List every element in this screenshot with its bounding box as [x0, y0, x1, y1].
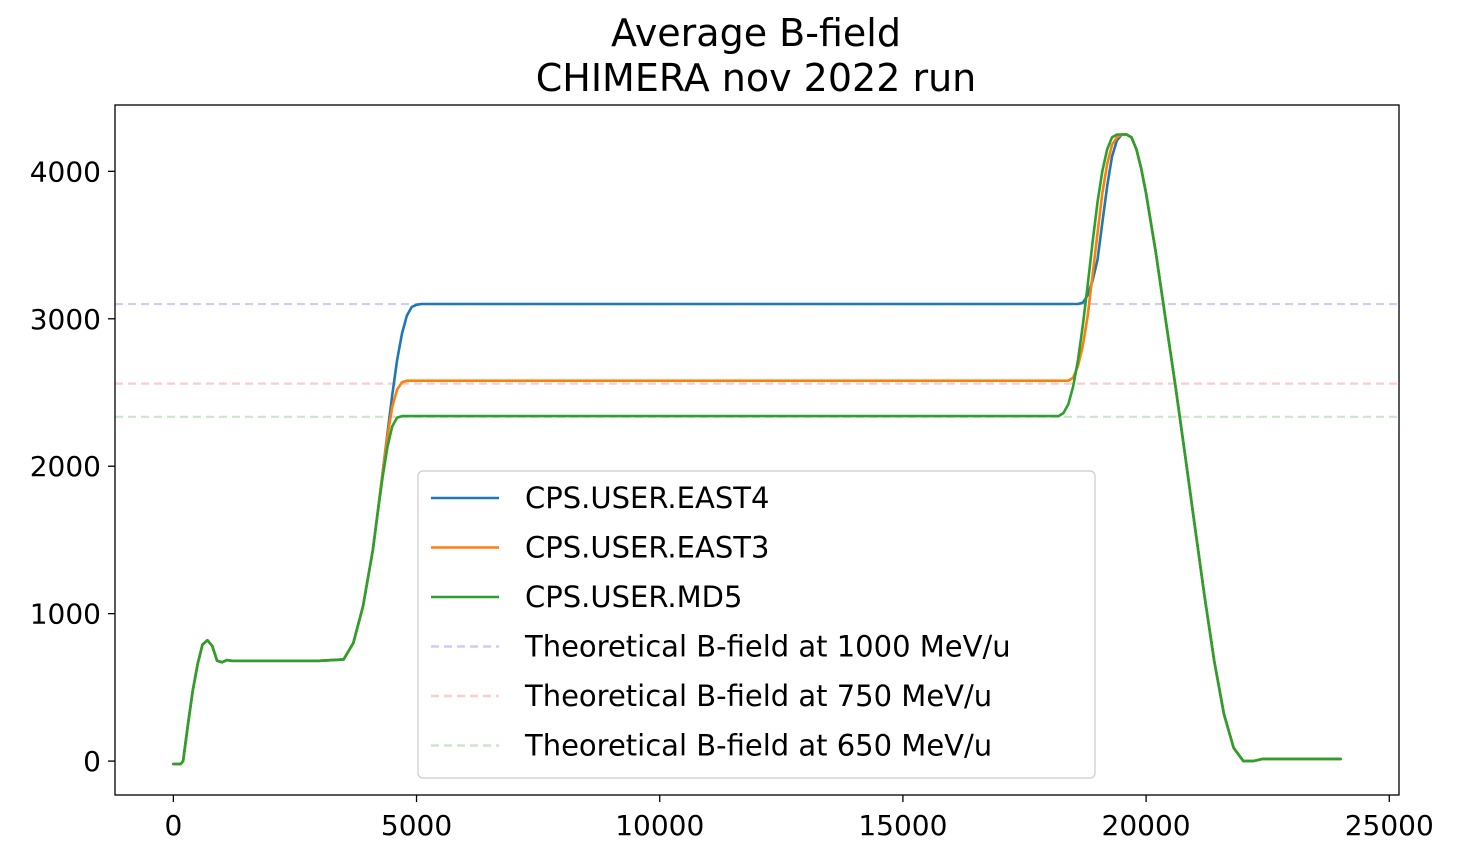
- y-tick-label-3: 3000: [30, 303, 101, 336]
- legend-label-3: Theoretical B-field at 1000 MeV/u: [524, 630, 1011, 664]
- y-tick-label-4: 4000: [30, 155, 101, 188]
- x-tick-label-4: 20000: [1102, 809, 1191, 842]
- y-tick-label-0: 0: [83, 745, 101, 778]
- x-tick-label-3: 15000: [858, 809, 947, 842]
- y-axis: 0 1000 2000 3000 4000: [30, 155, 115, 778]
- chart-title-line-2: CHIMERA nov 2022 run: [536, 56, 977, 100]
- x-tick-label-2: 10000: [615, 809, 704, 842]
- legend-label-1: CPS.USER.EAST3: [525, 531, 769, 565]
- x-tick-label-0: 0: [164, 809, 182, 842]
- x-axis: 0 5000 10000 15000 20000 25000: [164, 795, 1434, 842]
- legend-label-2: CPS.USER.MD5: [525, 580, 742, 614]
- plot-frame: [114, 104, 1400, 796]
- y-tick-label-1: 1000: [30, 598, 101, 631]
- legend-label-0: CPS.USER.EAST4: [525, 481, 769, 515]
- x-tick-label-5: 25000: [1345, 809, 1434, 842]
- legend-label-4: Theoretical B-field at 750 MeV/u: [524, 679, 992, 713]
- x-tick-label-1: 5000: [381, 809, 452, 842]
- series-lines: [172, 133, 1342, 766]
- y-tick-label-2: 2000: [30, 450, 101, 483]
- legend-label-5: Theoretical B-field at 650 MeV/u: [524, 729, 992, 763]
- chart-title-line-1: Average B-field: [611, 11, 901, 55]
- series-line-2: [172, 133, 1342, 766]
- legend-frame: [417, 470, 1096, 779]
- legend: CPS.USER.EAST4 CPS.USER.EAST3 CPS.USER.MD5…: [417, 470, 1096, 779]
- reference-lines: [115, 302, 1399, 418]
